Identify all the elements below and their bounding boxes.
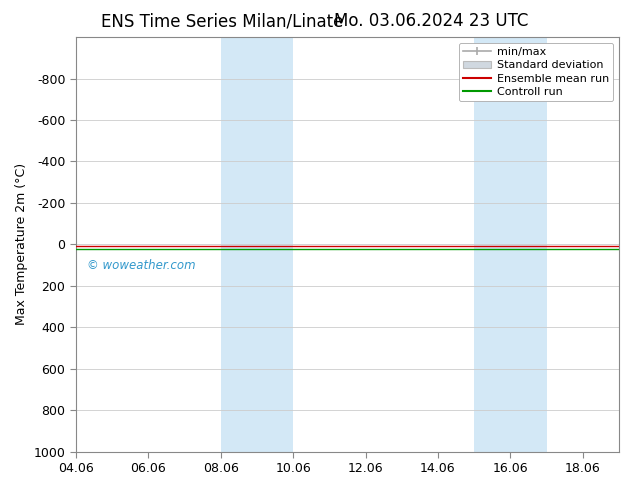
Text: © woweather.com: © woweather.com xyxy=(87,259,195,272)
Text: ENS Time Series Milan/Linate: ENS Time Series Milan/Linate xyxy=(101,12,343,30)
Bar xyxy=(510,37,547,452)
Text: Mo. 03.06.2024 23 UTC: Mo. 03.06.2024 23 UTC xyxy=(334,12,528,30)
Bar xyxy=(221,37,257,452)
Y-axis label: Max Temperature 2m (°C): Max Temperature 2m (°C) xyxy=(15,163,28,325)
Bar xyxy=(474,37,510,452)
Legend: min/max, Standard deviation, Ensemble mean run, Controll run: min/max, Standard deviation, Ensemble me… xyxy=(459,43,614,101)
Bar xyxy=(257,37,293,452)
